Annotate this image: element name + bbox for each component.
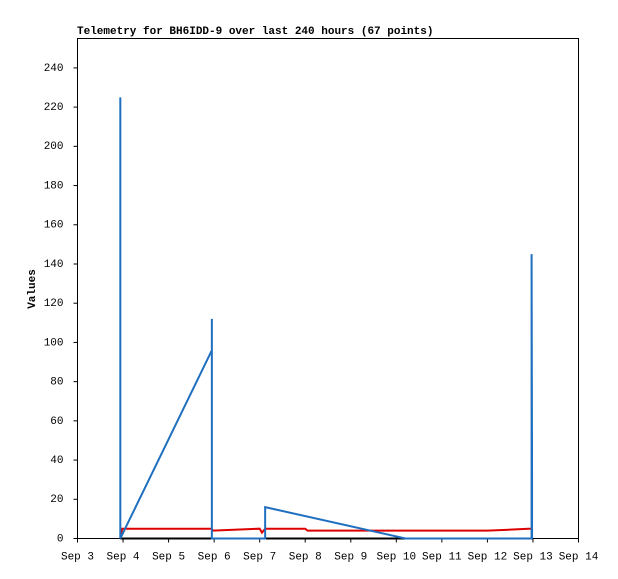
y-tick-label: 200 bbox=[44, 141, 64, 153]
y-tick-label: 100 bbox=[44, 337, 64, 349]
plot-frame bbox=[77, 38, 579, 539]
series-line bbox=[119, 527, 532, 539]
y-tick-label: 40 bbox=[50, 455, 63, 467]
x-tick-label: Sep 4 bbox=[107, 551, 140, 563]
x-tick-label: Sep 7 bbox=[243, 551, 276, 563]
x-tick-label: Sep 9 bbox=[334, 551, 367, 563]
series-line bbox=[119, 97, 534, 540]
x-tick-label: Sep 8 bbox=[289, 551, 322, 563]
y-tick-label: 160 bbox=[44, 220, 64, 232]
y-axis-label: Values bbox=[27, 269, 39, 309]
y-tick-label: 120 bbox=[44, 298, 64, 310]
x-tick-label: Sep 10 bbox=[377, 551, 417, 563]
x-tick-label: Sep 5 bbox=[152, 551, 185, 563]
y-tick-label: 60 bbox=[50, 416, 63, 428]
x-tick-label: Sep 6 bbox=[198, 551, 231, 563]
x-tick-label: Sep 11 bbox=[422, 551, 462, 563]
chart-title: Telemetry for BH6IDD-9 over last 240 hou… bbox=[77, 26, 433, 38]
x-tick-label: Sep 14 bbox=[559, 551, 599, 563]
y-tick-label: 20 bbox=[50, 494, 63, 506]
x-tick-label: Sep 13 bbox=[513, 551, 553, 563]
x-tick-label: Sep 12 bbox=[468, 551, 508, 563]
y-tick-label: 220 bbox=[44, 102, 64, 114]
y-tick-label: 180 bbox=[44, 180, 64, 192]
y-tick-label: 240 bbox=[44, 63, 64, 75]
y-tick-label: 140 bbox=[44, 259, 64, 271]
y-tick-label: 80 bbox=[50, 377, 63, 389]
x-tick-label: Sep 3 bbox=[61, 551, 94, 563]
y-tick-label: 0 bbox=[57, 533, 64, 545]
